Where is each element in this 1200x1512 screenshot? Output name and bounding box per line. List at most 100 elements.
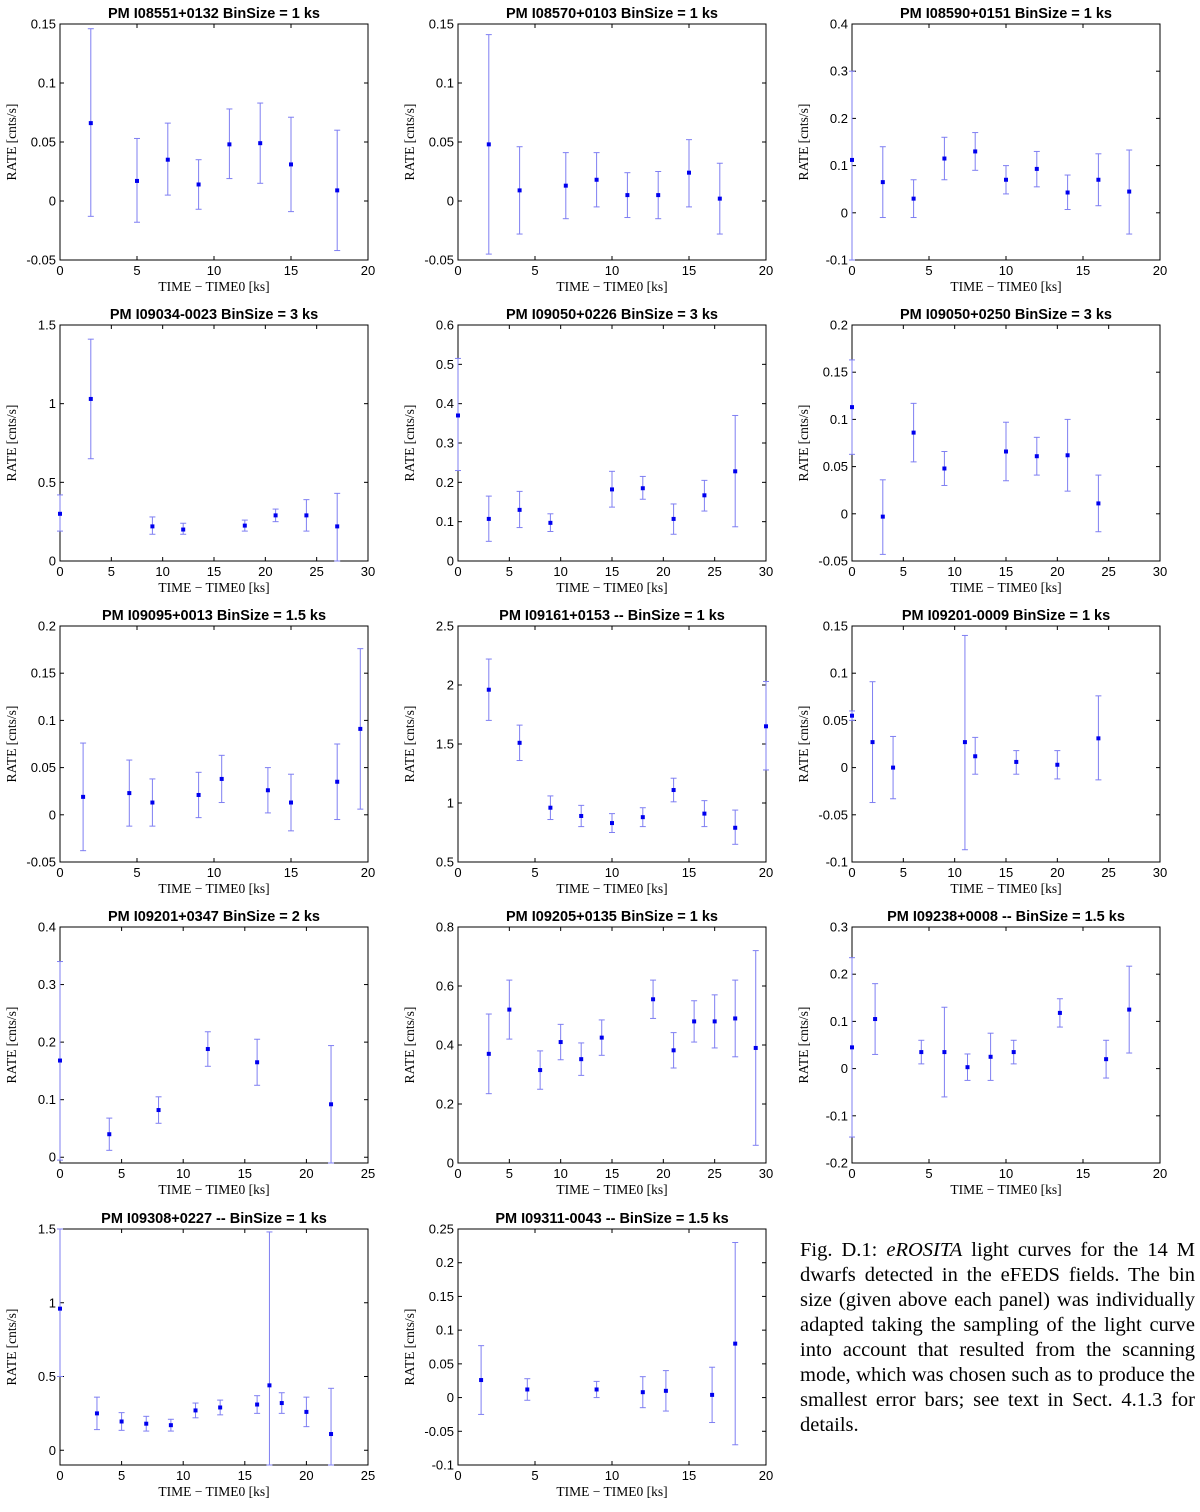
x-tick-label: 20 [258,564,272,579]
y-tick-label: 0 [49,554,56,569]
data-point [255,1060,260,1065]
x-axis-label: TIME − TIME0 [ks] [950,1182,1061,1197]
y-axis-label: RATE [cnts/s] [402,1007,417,1084]
y-tick-label: 1.5 [436,737,454,752]
y-axis-label: RATE [cnts/s] [4,405,19,482]
data-point [335,524,340,529]
data-point [965,1065,970,1070]
x-tick-label: 10 [605,263,619,278]
data-point [150,800,155,805]
data-point [242,523,247,528]
y-tick-label: -0.1 [432,1458,454,1473]
x-tick-label: 15 [207,564,221,579]
x-tick-label: 15 [999,564,1013,579]
data-point [1127,1007,1132,1012]
data-point [942,466,947,471]
data-point [1055,762,1060,767]
x-tick-label: 10 [605,1468,619,1483]
y-tick-label: 0 [841,205,848,220]
chart-panel-11: PM I09205+0135 BinSize = 1 ks 0 5 10 15 20 25 3… [402,909,773,1197]
data-point [196,182,201,187]
x-tick-label: 5 [900,865,907,880]
x-axis-label: TIME − TIME0 [ks] [158,881,269,896]
y-tick-label: 0.3 [830,920,848,935]
y-tick-label: 0 [447,194,454,209]
data-point [733,1341,738,1346]
data-point [594,177,599,182]
x-axis-label: TIME − TIME0 [ks] [950,580,1061,595]
data-point [181,527,186,532]
x-axis-label: TIME − TIME0 [ks] [556,1484,667,1499]
data-point [733,469,738,474]
x-tick-label: 25 [707,564,721,579]
x-tick-label: 0 [56,564,63,579]
y-tick-label: 0.2 [436,475,454,490]
x-tick-label: 5 [118,1166,125,1181]
data-point [1104,1057,1109,1062]
x-tick-label: 25 [361,1468,375,1483]
data-point [548,520,553,525]
data-point [712,1019,717,1024]
y-tick-label: 1.5 [38,1222,56,1237]
data-point [1011,1050,1016,1055]
data-point [1096,736,1101,741]
x-tick-label: 10 [155,564,169,579]
y-tick-label: 0.1 [830,666,848,681]
data-point [193,1408,198,1413]
y-tick-label: 0.5 [38,1369,56,1384]
chart-title: PM I09050+0226 BinSize = 3 ks [506,307,718,323]
data-point [911,196,916,201]
data-point [640,815,645,820]
data-point [717,196,722,201]
data-point [479,1378,484,1383]
chart-panel-8: PM I09161+0153 -- BinSize = 1 ks0 5 10 15 20… [402,608,773,896]
data-point [538,1068,543,1073]
data-point [625,193,630,198]
x-axis-label: TIME − TIME0 [ks] [158,279,269,294]
x-tick-label: 15 [1076,263,1090,278]
x-tick-label: 30 [1153,564,1167,579]
y-tick-label: 0.2 [436,1255,454,1270]
x-tick-label: 10 [999,263,1013,278]
x-tick-label: 20 [1050,865,1064,880]
x-tick-label: 10 [207,865,221,880]
x-tick-label: 5 [118,1468,125,1483]
x-axis-label: TIME − TIME0 [ks] [950,279,1061,294]
data-point [702,493,707,498]
data-point [962,740,967,745]
data-point [1034,166,1039,171]
data-point [850,405,854,410]
y-tick-label: 0.5 [38,475,56,490]
data-point [517,507,522,512]
data-point [486,1051,491,1056]
y-tick-label: 0.6 [436,318,454,333]
x-tick-label: 5 [133,263,140,278]
data-point [507,1007,512,1012]
chart-title: PM I08551+0132 BinSize = 1 ks [108,6,320,22]
y-tick-label: 0.3 [436,436,454,451]
x-tick-label: 0 [848,1166,855,1181]
data-point [196,792,201,797]
x-tick-label: 10 [553,1166,567,1181]
data-point [267,1383,272,1388]
x-tick-label: 0 [56,1468,63,1483]
data-point [486,516,491,521]
data-point [205,1047,210,1052]
data-point [870,740,875,745]
data-point [144,1421,149,1426]
x-tick-label: 0 [454,263,461,278]
data-point [335,779,340,784]
y-tick-label: 0.4 [436,396,454,411]
y-tick-label: 0 [49,1150,56,1165]
y-axis-label: RATE [cnts/s] [4,1309,19,1386]
x-axis-label: TIME − TIME0 [ks] [556,1182,667,1197]
y-axis-label: RATE [cnts/s] [4,706,19,783]
data-point [156,1108,161,1113]
y-axis-label: RATE [cnts/s] [4,104,19,181]
data-point [1004,449,1008,454]
y-tick-label: 0.15 [823,619,848,634]
y-tick-label: 0 [49,807,56,822]
x-tick-label: 0 [848,865,855,880]
x-tick-label: 20 [361,865,375,880]
x-tick-label: 25 [1101,564,1115,579]
